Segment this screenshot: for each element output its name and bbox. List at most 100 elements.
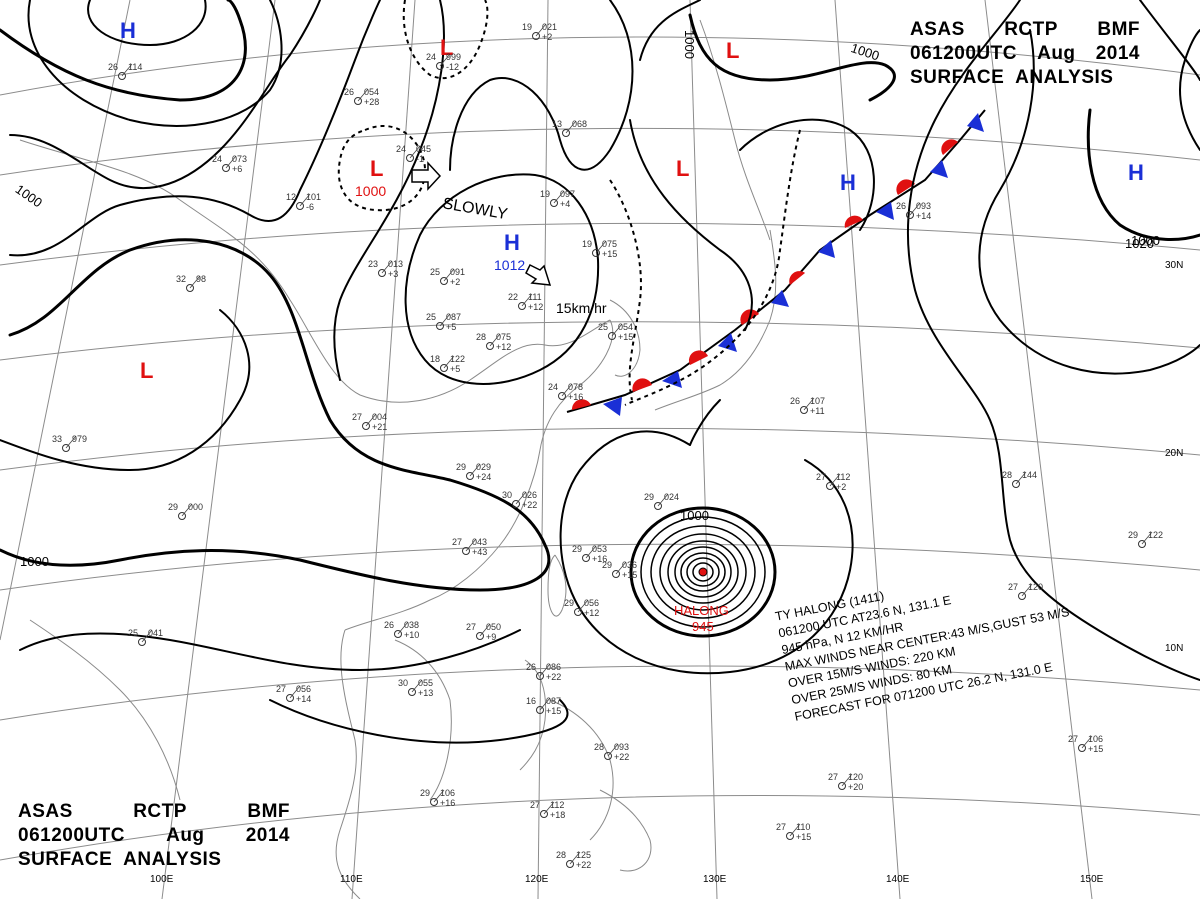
title-code: BMF: [247, 801, 290, 822]
station-tendency: +28: [364, 97, 379, 107]
wind-barb-icon: [189, 275, 201, 289]
title-month: Aug: [166, 825, 205, 846]
station-temperature: 24: [548, 382, 558, 392]
station-temperature: 27: [352, 412, 362, 422]
station-temperature: 24: [426, 52, 436, 62]
station-pressure: 078: [568, 382, 583, 392]
station-temperature: 29: [1128, 530, 1138, 540]
station-plot: 19 021+2: [522, 22, 557, 42]
wind-barb-icon: [611, 323, 623, 337]
wind-barb-icon: [121, 63, 133, 77]
station-tendency: +24: [476, 472, 491, 482]
station-tendency: +22: [576, 860, 591, 870]
station-temperature: 19: [582, 239, 592, 249]
wind-barb-icon: [411, 679, 423, 693]
station-temperature: 23: [368, 259, 378, 269]
station-plot: 26 114: [108, 62, 142, 80]
low-pressure-letter: L: [440, 35, 453, 60]
station-pressure: 110: [796, 822, 810, 832]
wind-barb-icon: [585, 545, 597, 559]
station-pressure: 125: [576, 850, 591, 860]
station-circle-icon: [394, 630, 402, 638]
station-pressure: 036: [622, 560, 637, 570]
station-circle-icon: [800, 406, 808, 414]
station-circle-icon: [826, 482, 834, 490]
typhoon-isobars: [629, 506, 777, 638]
wind-barb-icon: [365, 413, 377, 427]
station-plot: 27 110+15: [776, 822, 811, 842]
station-temperature: 30: [502, 490, 512, 500]
station-pressure: 021: [542, 22, 557, 32]
station-plot: 24 999-12: [426, 52, 461, 72]
station-temperature: 29: [572, 544, 582, 554]
station-tendency: +2: [450, 277, 460, 287]
station-temperature: 27: [530, 800, 540, 810]
station-pressure: 112: [836, 472, 850, 482]
isobar-label: 1000: [1131, 233, 1160, 248]
station-tendency: +22: [546, 672, 561, 682]
station-pressure: 093: [614, 742, 629, 752]
station-pressure: 056: [296, 684, 311, 694]
station-temperature: 25: [426, 312, 436, 322]
station-circle-icon: [574, 608, 582, 616]
station-pressure: 056: [584, 598, 599, 608]
stationary-front: [566, 109, 986, 416]
station-tendency: +4: [560, 199, 570, 209]
station-pressure: 114: [128, 62, 142, 72]
wind-barb-icon: [569, 851, 581, 865]
station-temperature: 26: [526, 662, 536, 672]
station-temperature: 29: [644, 492, 654, 502]
station-circle-icon: [408, 688, 416, 696]
station-temperature: 28: [1002, 470, 1012, 480]
station-pressure: 122: [450, 354, 465, 364]
station-temperature: 27: [776, 822, 786, 832]
wind-barb-icon: [577, 599, 589, 613]
wind-barb-icon: [1141, 531, 1153, 545]
station-pressure: 043: [472, 537, 487, 547]
station-temperature: 24: [396, 144, 406, 154]
typhoon-center-icon: [698, 567, 708, 577]
station-temperature: 26: [896, 201, 906, 211]
station-circle-icon: [838, 782, 846, 790]
wind-barb-icon: [789, 823, 801, 837]
station-pressure: 111: [528, 292, 542, 302]
station-plot: 27 112+18: [530, 800, 565, 820]
station-temperature: 28: [594, 742, 604, 752]
station-circle-icon: [406, 154, 414, 162]
motion-arrow-icon: [411, 161, 442, 191]
station-circle-icon: [608, 332, 616, 340]
station-circle-icon: [786, 832, 794, 840]
station-temperature: 26: [108, 62, 118, 72]
high-pressure-letter: H: [120, 18, 136, 43]
station-tendency: +43: [472, 547, 487, 557]
wind-barb-icon: [489, 333, 501, 347]
station-tendency: +12: [528, 302, 543, 312]
station-plot: 26 054+28: [344, 87, 379, 107]
station-pressure: 086: [546, 662, 561, 672]
wind-barb-icon: [443, 355, 455, 369]
station-temperature: 27: [816, 472, 826, 482]
station-plot: 27 112+2: [816, 472, 850, 492]
station-circle-icon: [62, 444, 70, 452]
wind-barb-icon: [543, 801, 555, 815]
station-temperature: 29: [602, 560, 612, 570]
graticule-labels: 110E 120E 130E 140E 150E 100E 30N 20N 10…: [150, 260, 1183, 885]
station-pressure: 106: [1088, 734, 1103, 744]
station-plot: 26 086+22: [526, 662, 561, 682]
station-plot: 29 029+24: [456, 462, 491, 482]
station-pressure: 107: [810, 396, 825, 406]
station-circle-icon: [1012, 480, 1020, 488]
wind-barb-icon: [829, 473, 841, 487]
longitude-label: 150E: [1080, 874, 1104, 885]
station-plot: 25 041: [128, 628, 163, 646]
station-plot: 30 055+13: [398, 678, 433, 698]
high-pressure-letter: H: [504, 230, 520, 255]
station-plot: 29 053+16: [572, 544, 607, 564]
station-pressure: 054: [618, 322, 633, 332]
station-circle-icon: [562, 129, 570, 137]
station-tendency: -12: [446, 62, 459, 72]
wind-barb-icon: [381, 260, 393, 274]
station-temperature: 27: [1068, 734, 1078, 744]
station-circle-icon: [518, 302, 526, 310]
